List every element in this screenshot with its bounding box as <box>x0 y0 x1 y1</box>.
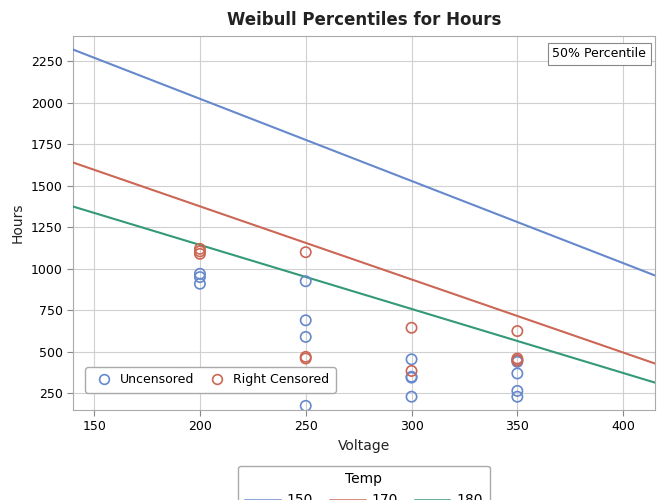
Point <box>300 402 311 410</box>
Point <box>194 248 205 256</box>
X-axis label: Voltage: Voltage <box>338 439 390 453</box>
Point <box>300 248 311 256</box>
Title: Weibull Percentiles for Hours: Weibull Percentiles for Hours <box>226 11 501 29</box>
Point <box>300 354 311 362</box>
Point <box>406 392 417 400</box>
Point <box>512 392 523 400</box>
Y-axis label: Hours: Hours <box>11 203 25 243</box>
Point <box>406 324 417 332</box>
Point <box>300 353 311 361</box>
Point <box>512 354 523 362</box>
Text: 50% Percentile: 50% Percentile <box>552 48 646 60</box>
Point <box>512 356 523 364</box>
Point <box>194 273 205 281</box>
Point <box>406 367 417 375</box>
Legend: 150, 170, 180: 150, 170, 180 <box>238 466 490 500</box>
Point <box>406 356 417 364</box>
Point <box>300 278 311 285</box>
Point <box>512 370 523 378</box>
Point <box>406 374 417 382</box>
Point <box>512 358 523 366</box>
Point <box>512 327 523 335</box>
Point <box>194 270 205 278</box>
Point <box>194 280 205 287</box>
Point <box>300 333 311 341</box>
Point <box>300 374 311 382</box>
Point <box>512 356 523 364</box>
Point <box>512 387 523 395</box>
Point <box>406 373 417 381</box>
Point <box>300 316 311 324</box>
Point <box>194 245 205 253</box>
Point <box>194 250 205 258</box>
